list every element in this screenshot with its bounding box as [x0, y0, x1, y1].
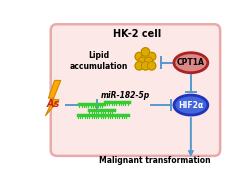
Circle shape — [141, 48, 150, 56]
Text: Lipid
accumulation: Lipid accumulation — [70, 51, 128, 71]
Ellipse shape — [174, 95, 208, 115]
Ellipse shape — [174, 53, 208, 73]
Circle shape — [147, 62, 156, 70]
Circle shape — [147, 52, 156, 61]
Circle shape — [138, 57, 147, 65]
Text: CPT1A: CPT1A — [177, 58, 205, 67]
Circle shape — [135, 52, 144, 61]
Text: miR-182-5p: miR-182-5p — [101, 91, 150, 100]
Polygon shape — [45, 81, 61, 116]
Circle shape — [141, 52, 150, 61]
Text: HIF2α: HIF2α — [178, 101, 204, 110]
Text: As: As — [46, 98, 60, 108]
Circle shape — [144, 57, 153, 65]
Text: HK-2 cell: HK-2 cell — [113, 29, 161, 39]
Circle shape — [141, 62, 150, 70]
FancyBboxPatch shape — [51, 24, 220, 156]
Text: Malignant transformation: Malignant transformation — [99, 156, 210, 165]
Circle shape — [135, 62, 144, 70]
